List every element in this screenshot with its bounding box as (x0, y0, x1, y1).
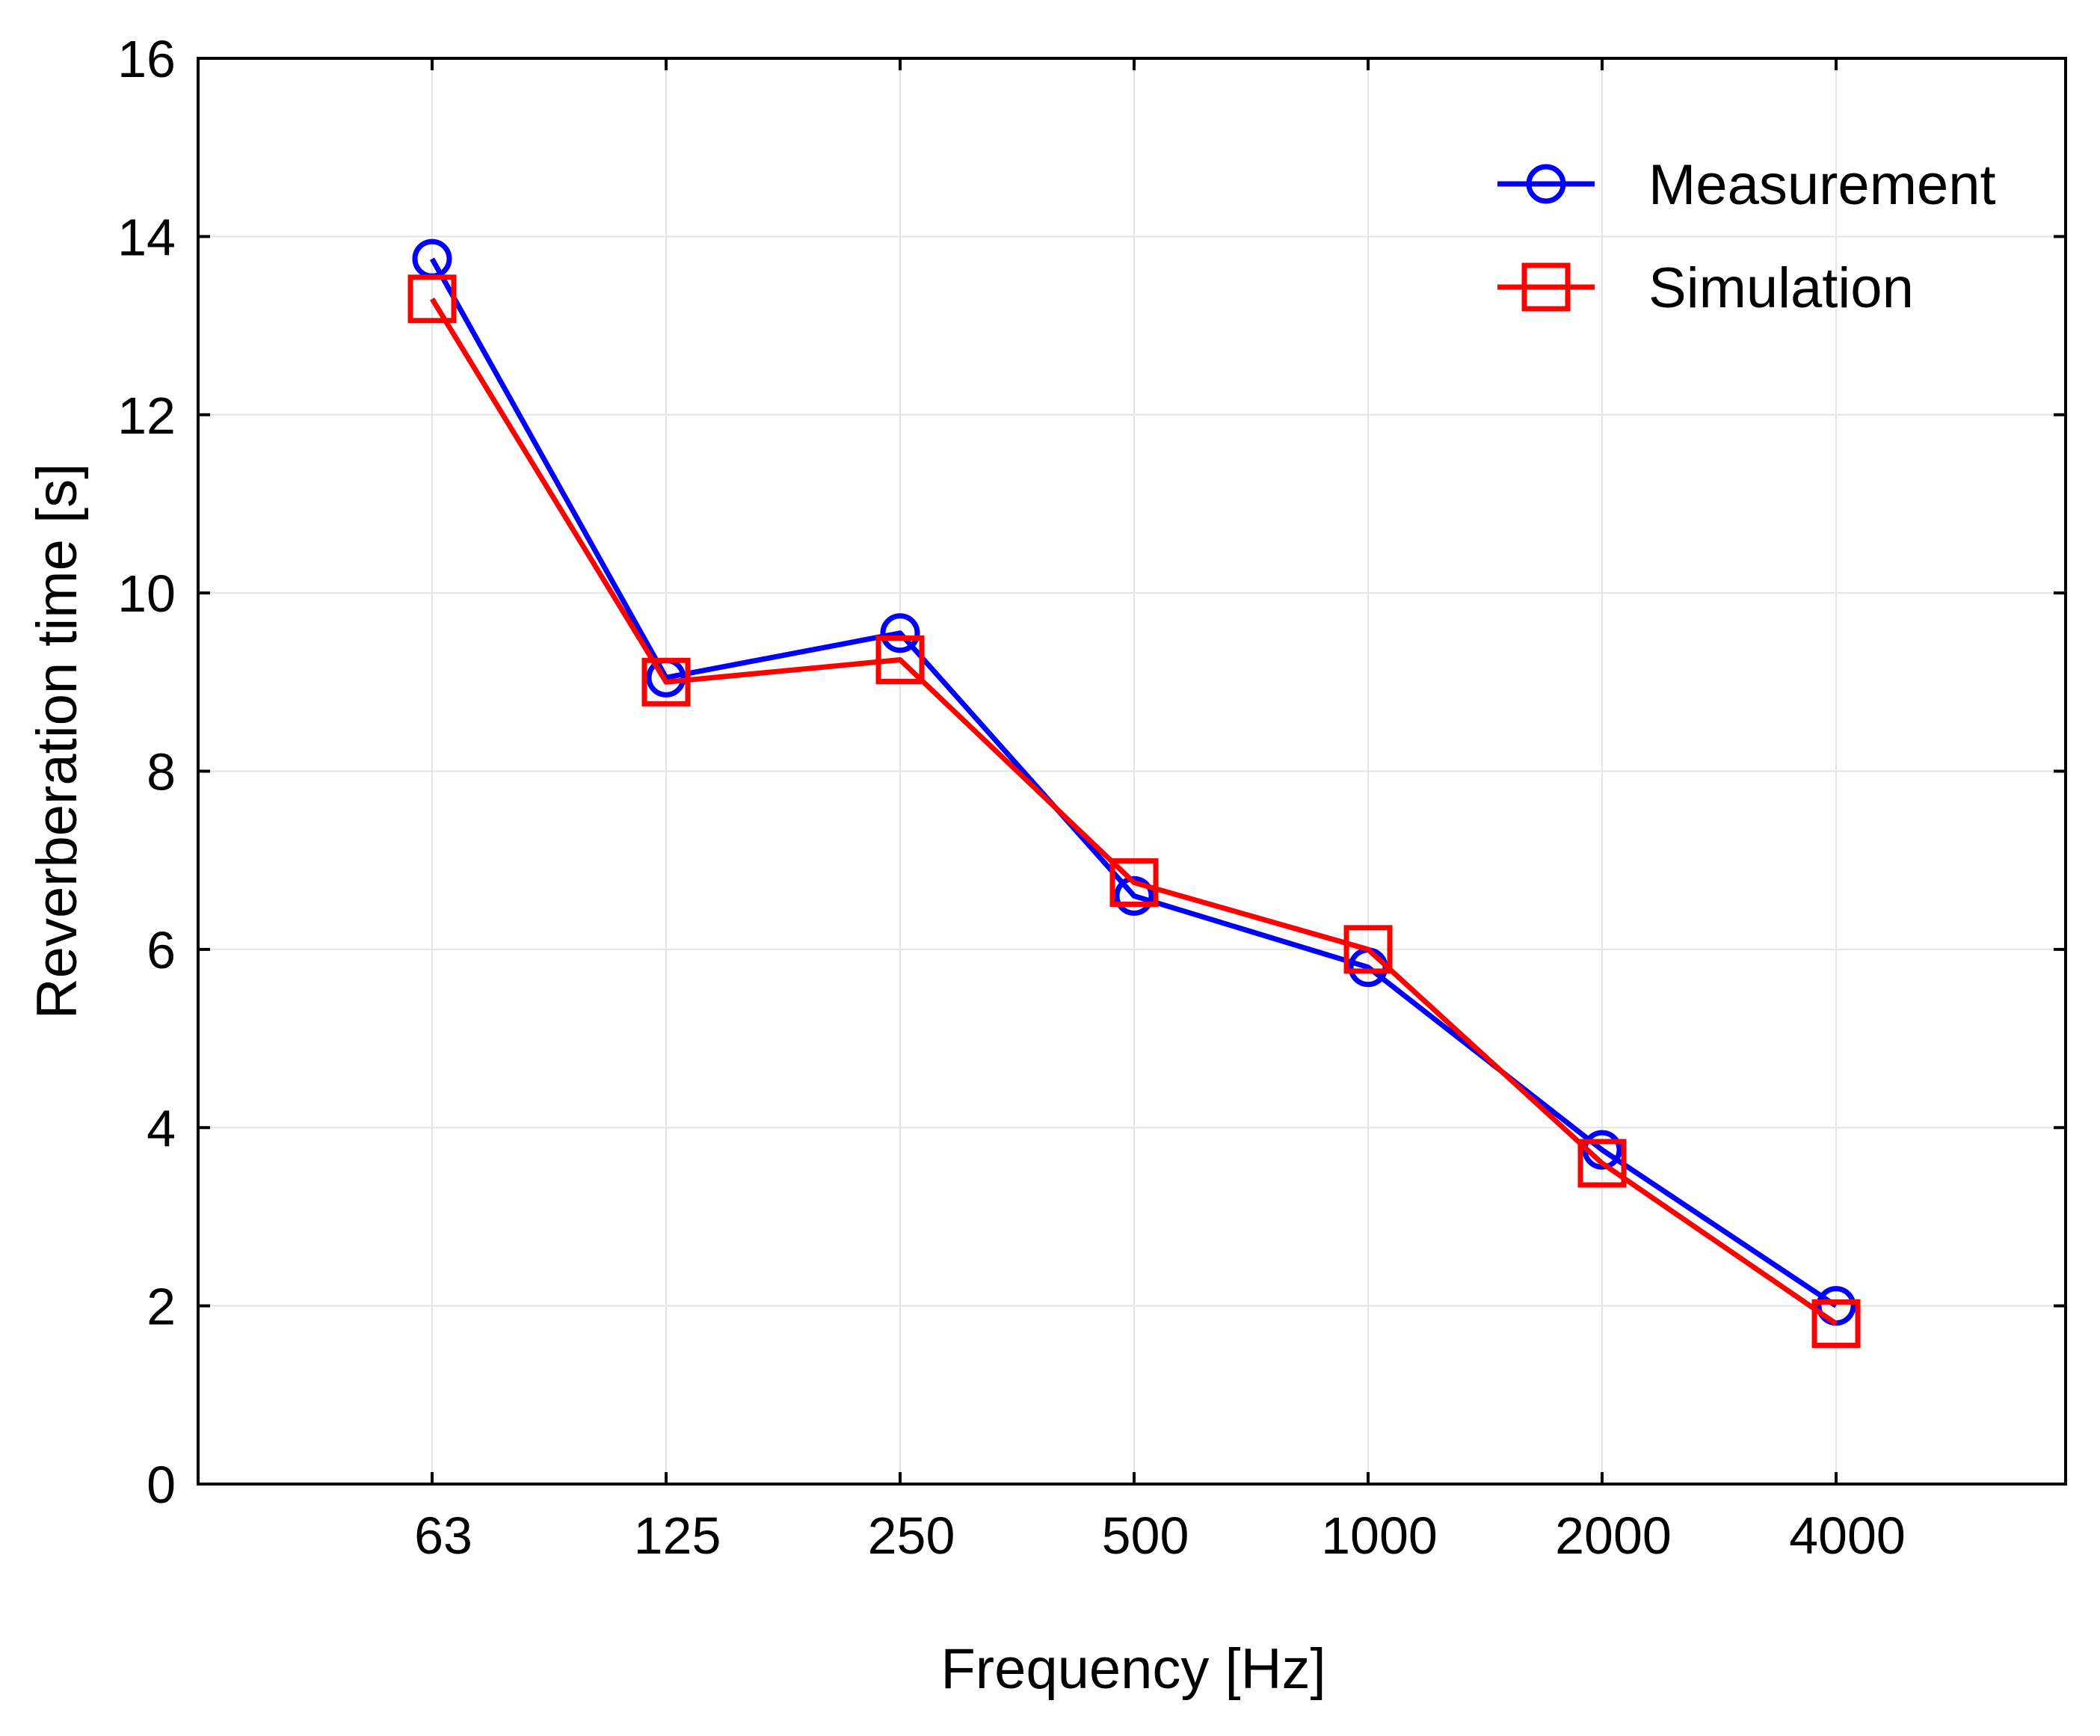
x-tick-label: 63 (414, 1506, 472, 1565)
x-tick-label: 2000 (1555, 1506, 1672, 1565)
grid-lines (198, 58, 2066, 1484)
y-axis-title: Reverberation time [s] (25, 464, 89, 1019)
y-tick-label: 12 (117, 387, 176, 445)
data-point (880, 613, 920, 653)
data-point (1811, 1299, 1861, 1348)
series-line (430, 297, 1838, 1326)
y-tick-label: 6 (147, 921, 176, 979)
legend-label: Simulation (1648, 256, 1914, 320)
data-point (641, 657, 691, 707)
y-tick-label: 4 (147, 1099, 176, 1157)
x-tick-label: 1000 (1321, 1506, 1438, 1565)
legend-marker (1526, 164, 1566, 204)
legend: Measurement Simulation (1497, 153, 1996, 320)
x-tick-label: 4000 (1789, 1506, 1906, 1565)
y-tick-label: 8 (147, 743, 176, 801)
data-point (1577, 1139, 1627, 1188)
legend-item: Measurement (1497, 153, 1996, 217)
series-simulation (407, 274, 1861, 1348)
plot-frame (197, 57, 2067, 1486)
y-tick-labels: 0 2 4 6 8 10 12 14 16 (117, 30, 176, 1514)
data-point (1109, 858, 1159, 907)
x-tick-label: 500 (1102, 1506, 1189, 1565)
x-tick-labels: 63 125 250 500 1000 2000 4000 (414, 1506, 1906, 1565)
y-tick-label: 2 (147, 1278, 176, 1336)
data-point (1343, 925, 1393, 974)
x-tick-label: 250 (868, 1506, 955, 1565)
data-point (875, 635, 925, 685)
y-tick-label: 16 (117, 30, 176, 88)
data-point (1114, 875, 1154, 916)
y-tick-label: 10 (117, 564, 176, 623)
series-layer (407, 238, 1861, 1348)
x-axis-title: Frequency [Hz] (940, 1637, 1325, 1701)
x-tick-label: 125 (634, 1506, 721, 1565)
y-tick-label: 0 (147, 1456, 176, 1514)
legend-marker (1521, 262, 1571, 312)
y-tick-label: 14 (117, 208, 176, 266)
legend-label: Measurement (1648, 153, 1996, 217)
data-point (407, 274, 457, 324)
legend-item: Simulation (1497, 256, 1914, 320)
